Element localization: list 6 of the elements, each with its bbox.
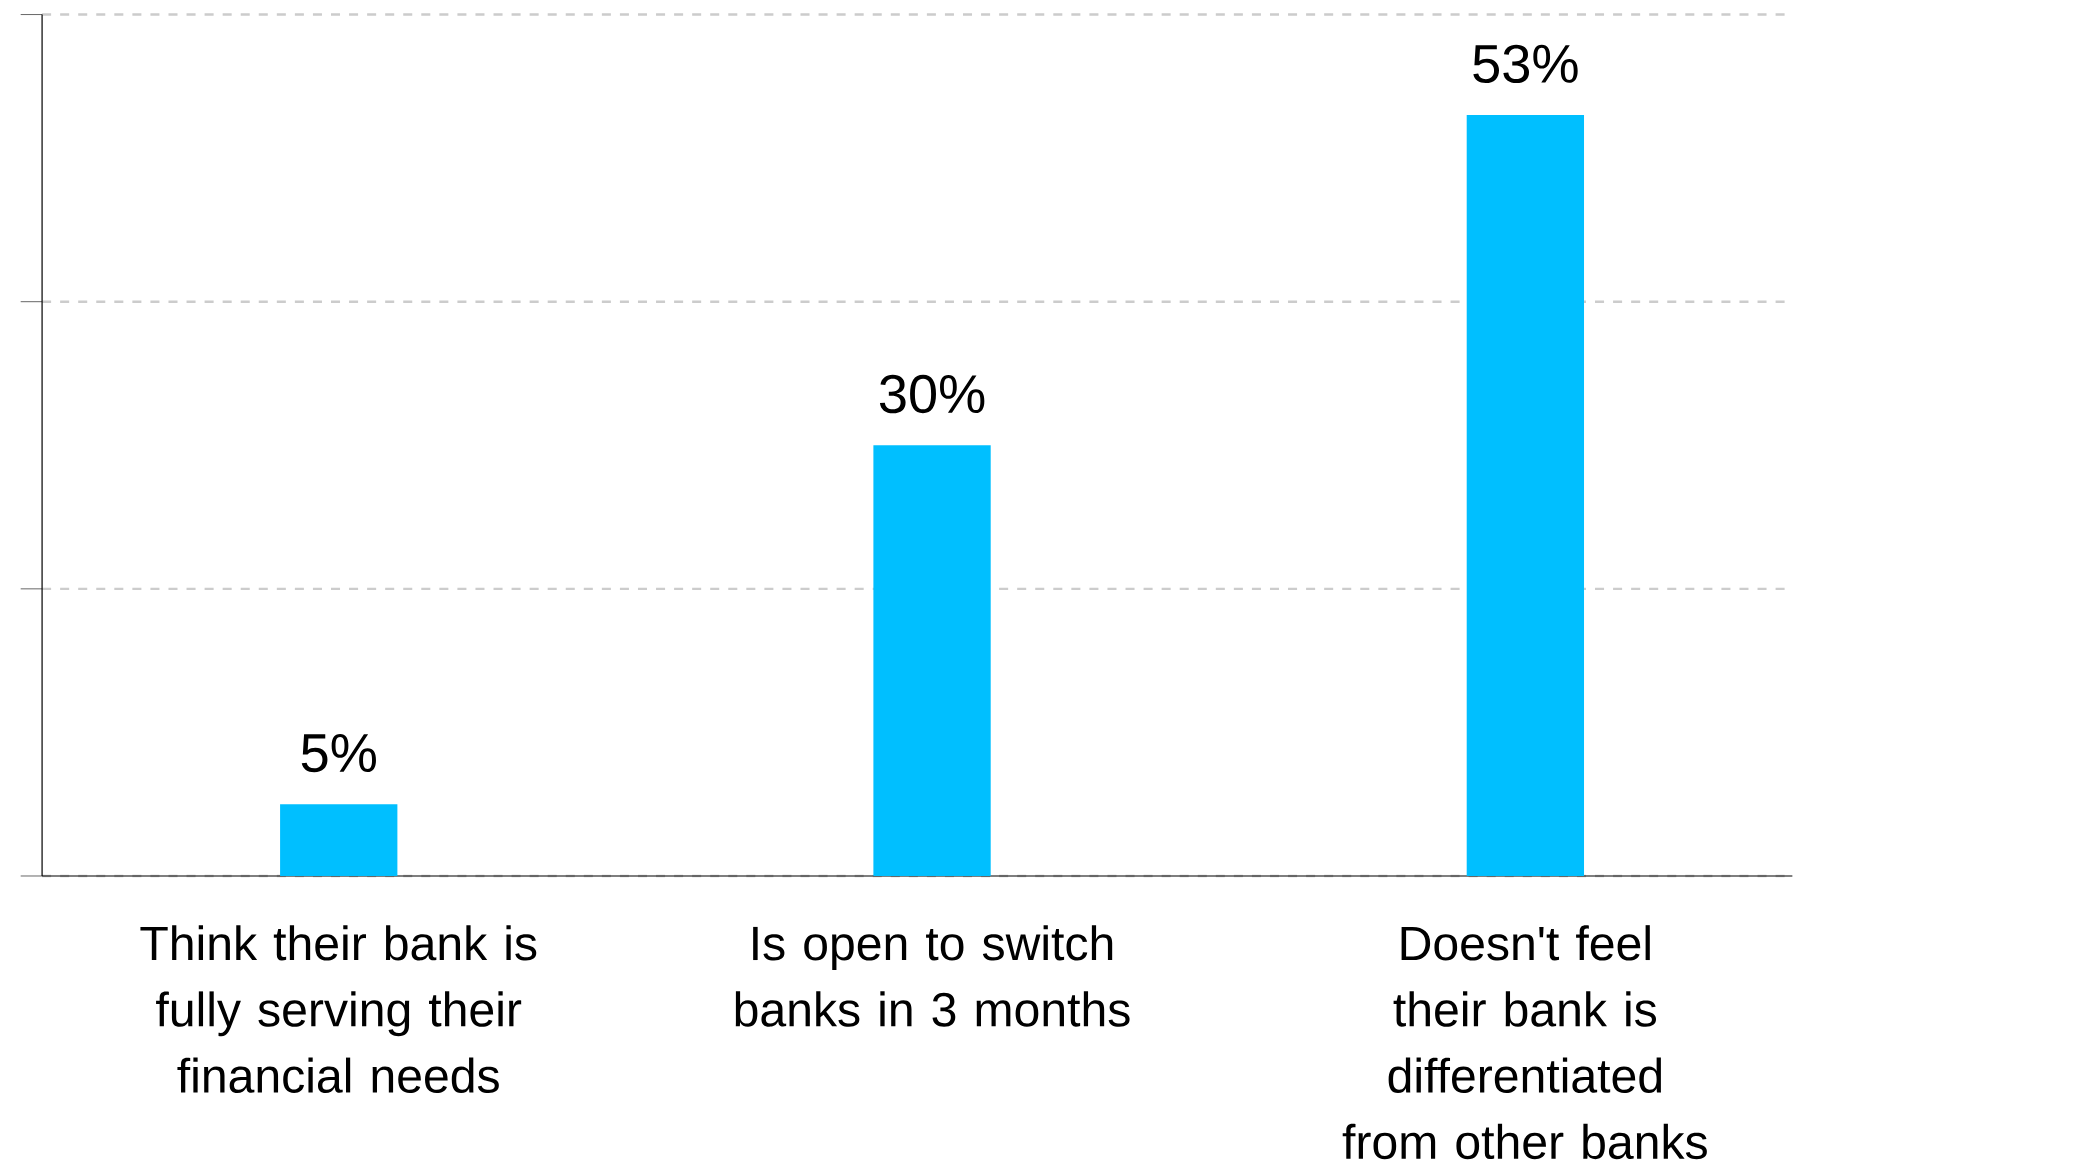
x-tick-label: Think their bank is fully serving their financial needs: [140, 925, 537, 1093]
x-tick-label: Is open to switch banks in 3 months: [735, 925, 1130, 1027]
data-label: 5%: [301, 733, 376, 773]
data-label: 53%: [1473, 44, 1578, 83]
x-tick-label: Doesn't feel their bank is differentiated from other banks: [1342, 925, 1707, 1160]
data-label: 30%: [879, 374, 985, 414]
